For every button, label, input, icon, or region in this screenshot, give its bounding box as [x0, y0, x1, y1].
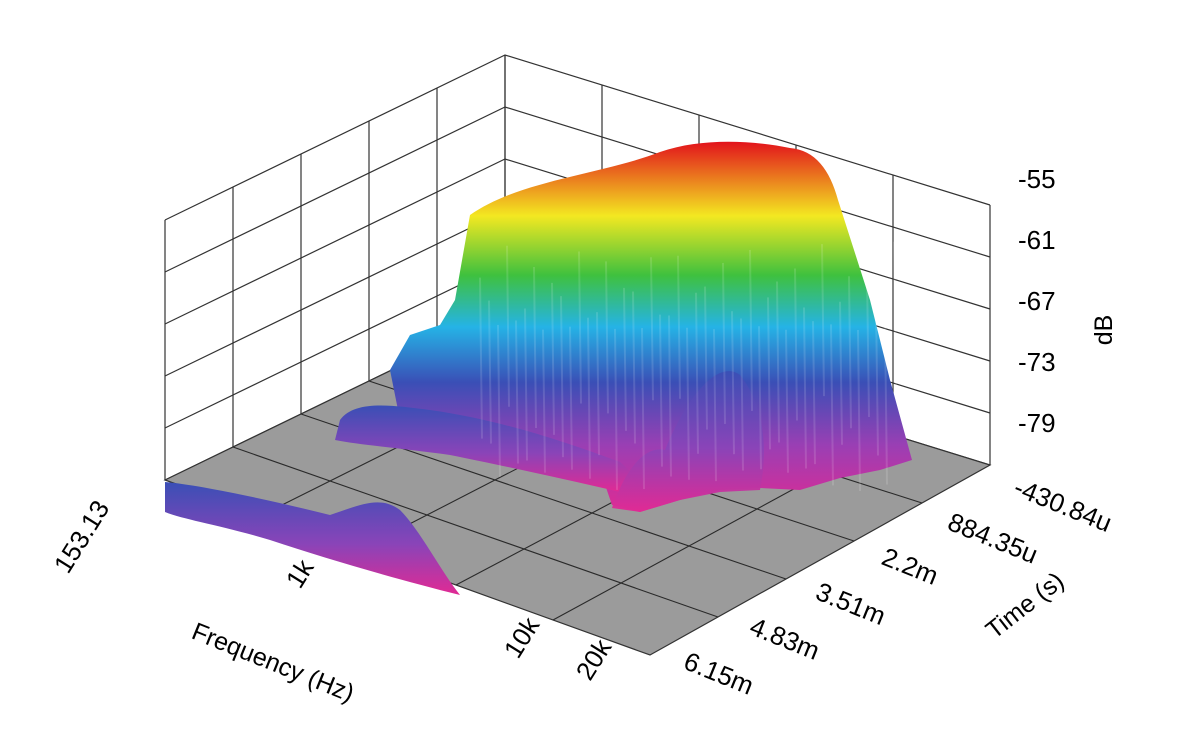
left-back-wall [165, 55, 505, 480]
db-tick-label: -67 [1018, 286, 1056, 316]
surface-streak [713, 329, 717, 482]
surface-streak [659, 314, 663, 467]
surface-streak [578, 251, 582, 404]
surface-streak [551, 282, 555, 435]
surface-streak [479, 277, 483, 439]
surface-streak [542, 329, 546, 473]
surface-streak [650, 257, 654, 401]
db-tick-label: -79 [1018, 408, 1056, 438]
surface-streak [614, 328, 618, 490]
surface-streak [875, 303, 879, 456]
surface-streak [731, 311, 735, 455]
surface-streak [785, 329, 789, 473]
time-tick-label: 6.15m [680, 646, 758, 701]
surface-streak [704, 286, 708, 430]
surface-streak [695, 292, 699, 454]
surface-streak [605, 261, 609, 414]
surface-streak [569, 326, 573, 470]
surface-streak [794, 268, 798, 421]
surface-streak [740, 318, 744, 471]
surface-streak [884, 323, 888, 485]
surface-streak [893, 241, 897, 385]
front-decay-slice [165, 482, 460, 595]
surface-streak [515, 320, 519, 464]
surface-streak [632, 291, 636, 444]
surface-streak [839, 301, 843, 445]
surface-streak [848, 276, 852, 429]
db-axis-title: dB [1090, 315, 1118, 346]
surface-streak [587, 317, 591, 479]
surface-streak [533, 267, 537, 429]
surface-streak [497, 324, 501, 477]
surface-streak [830, 324, 834, 486]
frequency-tick-label: 10k [498, 611, 546, 663]
time-tick-label: 3.51m [812, 576, 890, 631]
floor-grid-line [232, 446, 719, 618]
db-axis-ticks: -55 -61 -67 -73 -79 [1018, 164, 1056, 438]
surface-streak [803, 307, 807, 469]
surface-streak [722, 262, 726, 424]
time-tick-label: 884.35u [944, 507, 1042, 570]
low-frequency-ridge [335, 405, 640, 492]
surface-streak [749, 249, 753, 411]
surface-streak [560, 296, 564, 458]
time-tick-label: 4.83m [746, 611, 824, 666]
surface-streak [857, 329, 861, 492]
frequency-tick-label: 153.13 [48, 495, 116, 578]
mid-frequency-hump [612, 371, 764, 512]
surface-streak [623, 287, 627, 431]
surface-streak [488, 300, 492, 444]
time-tick-label: -430.84u [1010, 472, 1116, 538]
surface-streak [677, 255, 681, 399]
surface-streak [758, 326, 762, 470]
surface-streak [668, 315, 672, 477]
surface-streak [524, 308, 528, 461]
surface-streak [776, 281, 780, 443]
db-tick-label: -61 [1018, 225, 1056, 255]
surface-streak [767, 297, 771, 450]
surface-streak [641, 328, 645, 490]
time-tick-label: 2.2m [878, 541, 943, 590]
surface-streak [596, 312, 600, 456]
surface-streak [812, 321, 816, 465]
frequency-tick-label: 1k [280, 553, 321, 593]
surface-streak [686, 327, 690, 480]
db-tick-label: -73 [1018, 347, 1056, 377]
frequency-axis-title: Frequency (Hz) [188, 617, 358, 707]
time-axis-title: Time (s) [981, 567, 1070, 645]
spectrum-surface [165, 141, 912, 595]
surface-streak [821, 244, 825, 397]
main-surface-body [390, 141, 912, 512]
surface-streak [866, 273, 870, 418]
db-tick-label: -55 [1018, 164, 1056, 194]
surface-streak [506, 245, 510, 407]
wall-grid-line [164, 54, 991, 221]
